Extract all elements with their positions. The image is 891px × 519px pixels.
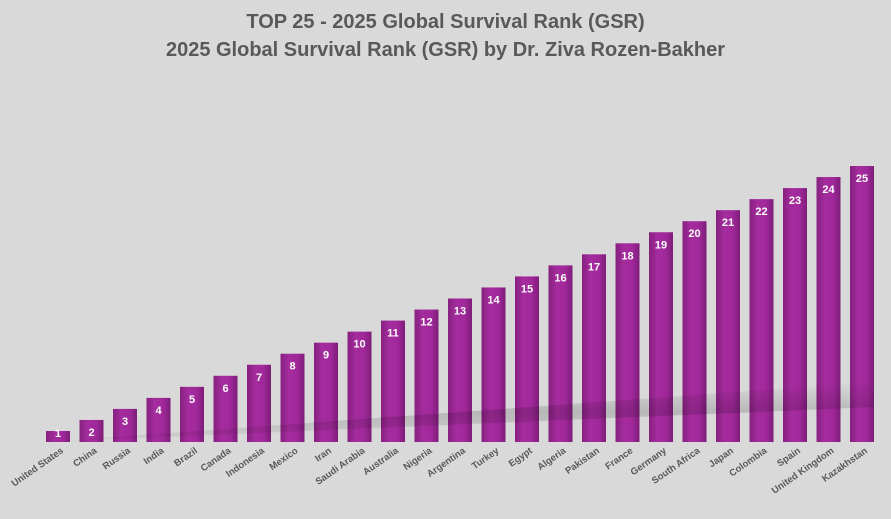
chart-title-block: TOP 25 - 2025 Global Survival Rank (GSR)… bbox=[0, 8, 891, 64]
data-label: 15 bbox=[521, 283, 533, 295]
category-label: Russia bbox=[101, 445, 133, 472]
data-label: 24 bbox=[822, 184, 835, 196]
category-label: Iran bbox=[313, 445, 334, 464]
data-label: 9 bbox=[323, 350, 329, 362]
data-label: 21 bbox=[722, 217, 734, 229]
category-label: China bbox=[71, 445, 100, 470]
data-label: 5 bbox=[189, 394, 195, 406]
bar-united-states bbox=[46, 431, 70, 442]
data-label: 2 bbox=[88, 427, 94, 439]
data-label: 17 bbox=[588, 261, 600, 273]
category-label: Argentina bbox=[425, 445, 468, 480]
category-label: Pakistan bbox=[563, 445, 601, 477]
data-label: 23 bbox=[789, 195, 801, 207]
category-label: Mexico bbox=[268, 445, 301, 473]
data-label: 22 bbox=[755, 206, 767, 218]
category-label: United States bbox=[10, 445, 66, 489]
chart-title: TOP 25 - 2025 Global Survival Rank (GSR) bbox=[246, 11, 645, 33]
data-label: 12 bbox=[420, 317, 432, 329]
data-label: 25 bbox=[856, 173, 868, 185]
data-label: 11 bbox=[387, 328, 399, 340]
chart-subtitle: 2025 Global Survival Rank (GSR) by Dr. Z… bbox=[165, 39, 726, 61]
bar-china bbox=[79, 419, 104, 442]
data-label: 4 bbox=[155, 405, 162, 417]
category-label: Spain bbox=[775, 445, 803, 469]
data-label: 19 bbox=[655, 239, 667, 251]
data-label: 14 bbox=[487, 294, 500, 306]
category-label: Australia bbox=[361, 445, 401, 478]
category-label: Egypt bbox=[507, 445, 536, 470]
data-label: 13 bbox=[454, 306, 466, 318]
category-label: Brazil bbox=[172, 445, 200, 469]
category-label: India bbox=[142, 445, 167, 467]
category-label: Turkey bbox=[470, 445, 502, 472]
data-label: 10 bbox=[353, 339, 365, 351]
data-label: 7 bbox=[256, 372, 262, 384]
data-label: 20 bbox=[688, 228, 700, 240]
bar-shadow bbox=[46, 382, 874, 442]
data-label: 16 bbox=[554, 272, 566, 284]
data-label: 6 bbox=[222, 383, 228, 395]
category-label: Colombia bbox=[727, 445, 769, 479]
data-label: 8 bbox=[289, 361, 295, 373]
category-label: Indonesia bbox=[224, 445, 267, 480]
data-label: 3 bbox=[122, 416, 128, 428]
data-label: 18 bbox=[621, 250, 633, 262]
data-label: 1 bbox=[55, 428, 61, 440]
